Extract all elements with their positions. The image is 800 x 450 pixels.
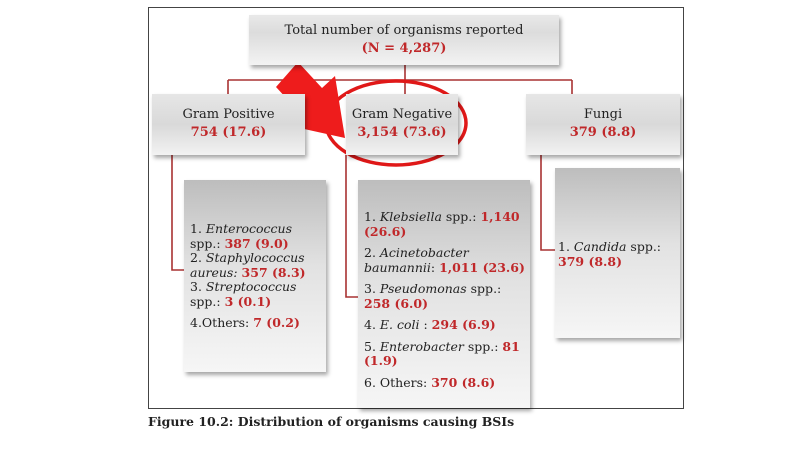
gram-negative-node: Gram Negative 3,154 (73.6) [346, 94, 458, 155]
figure-frame [148, 7, 684, 409]
root-count: (N = 4,287) [361, 41, 447, 56]
root-node: Total number of organisms reported (N = … [249, 15, 559, 65]
list-item: 4.Others: 7 (0.2) [190, 315, 300, 330]
list-item: 1. Candida spp.: 379 (8.8) [558, 239, 662, 269]
gram-positive-node: Gram Positive 754 (17.6) [152, 94, 305, 155]
fungi-node: Fungi 379 (8.8) [526, 94, 680, 155]
list-item: 3. Pseudomonas spp.: 258 (6.0) [364, 281, 502, 311]
gram-negative-list-box [358, 180, 530, 408]
list-item: 1. Enterococcus spp.: 387 (9.0) [190, 221, 292, 251]
link-fungi-list [540, 155, 555, 251]
gram-positive-count: 754 (17.6) [190, 125, 267, 140]
gram-negative-title: Gram Negative [351, 107, 453, 122]
gram-positive-title: Gram Positive [182, 107, 275, 122]
list-item: 1. Klebsiella spp.: 1,140 (26.6) [364, 209, 520, 239]
gram-positive-list: 1. Enterococcus spp.: 387 (9.0) 2. Staph… [190, 221, 322, 331]
root-title: Total number of organisms reported [284, 23, 524, 38]
gram-negative-count: 3,154 (73.6) [357, 125, 447, 140]
list-item: 6. Others: 370 (8.6) [364, 374, 496, 390]
list-item: 2. Acinetobacter baumannii: 1,011 (23.6) [364, 245, 525, 275]
fungi-title: Fungi [583, 107, 623, 122]
list-item: 5. Enterobacter spp.: 81 (1.9) [364, 338, 520, 368]
fungi-count: 379 (8.8) [569, 125, 637, 140]
list-item: 2. Staphylococcus aureus: 357 (8.3) [190, 250, 306, 280]
list-item: 4. E. coli : 294 (6.9) [364, 317, 496, 332]
list-item: 3. Streptococcus spp.: 3 (0.1) [190, 279, 297, 309]
fungi-list: 1. Candida spp.: 379 (8.8) [558, 239, 678, 269]
gram-positive-list-box [184, 180, 326, 372]
fungi-list-box [555, 168, 680, 338]
figure-caption: Figure 10.2: Distribution of organisms c… [148, 414, 515, 429]
gram-negative-list: 1. Klebsiella spp.: 1,140 (26.6) 2. Acin… [364, 209, 528, 390]
